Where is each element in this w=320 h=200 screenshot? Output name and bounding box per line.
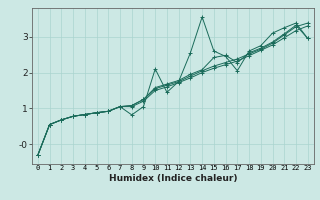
X-axis label: Humidex (Indice chaleur): Humidex (Indice chaleur): [108, 174, 237, 183]
